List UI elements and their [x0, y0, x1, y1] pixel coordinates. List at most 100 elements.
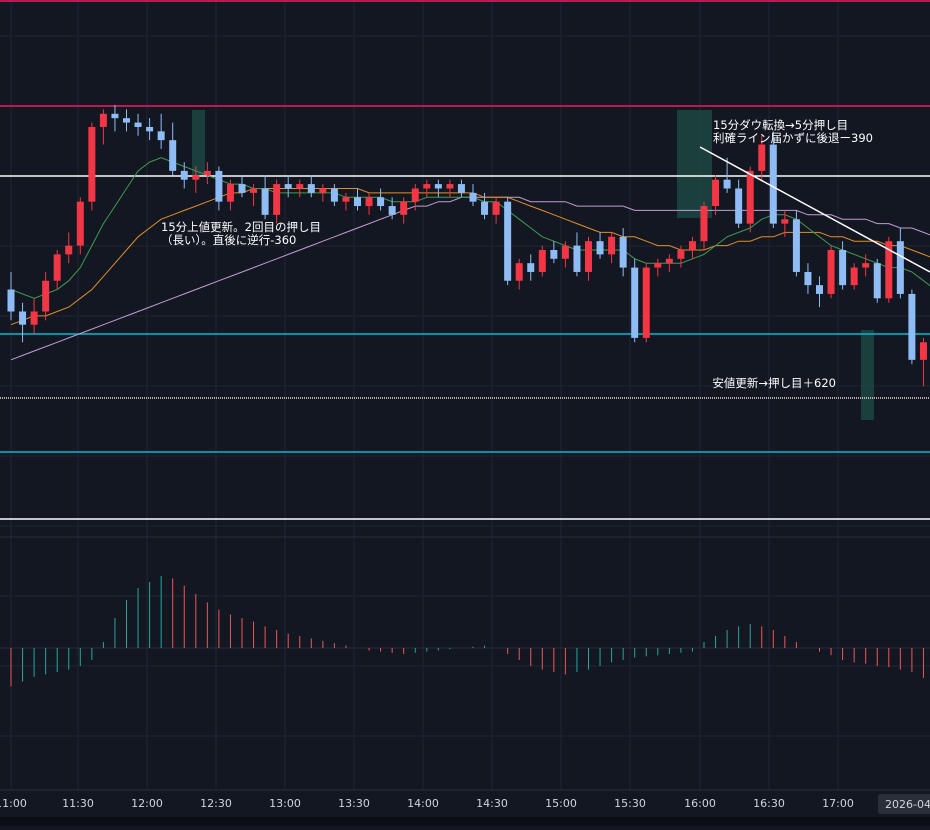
candle-body — [377, 197, 384, 206]
candle-body — [839, 250, 846, 285]
candle-body — [643, 268, 650, 338]
candle-body — [31, 312, 38, 325]
candle-body — [446, 184, 453, 188]
candle-body — [481, 202, 488, 215]
candle-body — [354, 197, 361, 206]
candle-body — [620, 237, 627, 268]
candle-body — [493, 202, 500, 215]
highlight-box — [861, 330, 874, 420]
candle-body — [851, 268, 858, 286]
highlight-box — [192, 110, 205, 176]
candle-body — [412, 188, 419, 201]
annotation-text: 15分上値更新。2回目の押し目 — [161, 220, 321, 234]
annotation-text: 利確ライン届かずに後退ー390 — [713, 131, 873, 145]
candle-body — [735, 188, 742, 223]
candle-body — [781, 219, 788, 223]
x-tick-label: 12:30 — [200, 797, 232, 810]
candle-body — [516, 263, 523, 281]
candle-body — [666, 259, 673, 263]
candle-body — [204, 171, 211, 175]
x-tick-label: 14:30 — [476, 797, 508, 810]
x-tick-label: 13:30 — [338, 797, 370, 810]
candle-body — [712, 180, 719, 206]
candle-body — [389, 206, 396, 215]
x-tick-label: 15:30 — [614, 797, 646, 810]
candle-body — [88, 127, 95, 202]
candle-body — [100, 114, 107, 127]
candle-body — [227, 184, 234, 202]
candle-body — [874, 263, 881, 298]
candle-body — [423, 184, 430, 188]
candle-body — [239, 184, 246, 193]
candle-body — [550, 250, 557, 259]
candle — [770, 131, 777, 228]
candle-body — [400, 202, 407, 215]
candle-body — [342, 197, 349, 201]
candle-body — [123, 118, 130, 122]
candle-body — [435, 184, 442, 188]
candle-body — [169, 140, 176, 171]
candle-body — [273, 184, 280, 215]
candle-body — [319, 188, 326, 192]
candle-body — [54, 254, 61, 280]
candle-body — [573, 246, 580, 272]
candle-body — [285, 184, 292, 188]
candle-body — [111, 114, 118, 118]
candle-body — [146, 127, 153, 131]
candle-body — [654, 263, 661, 267]
candle-body — [908, 294, 915, 360]
x-tick-label: 16:30 — [753, 797, 785, 810]
candle-body — [77, 202, 84, 246]
candle-body — [804, 272, 811, 285]
candle-body — [19, 312, 26, 325]
bottom-strip — [0, 817, 930, 826]
candle — [874, 259, 881, 303]
date-label: 2026-04- — [885, 798, 930, 811]
candle-body — [920, 342, 927, 360]
candle-body — [308, 184, 315, 193]
candle — [504, 197, 511, 285]
candle-body — [828, 250, 835, 294]
x-tick-label: 16:00 — [684, 797, 716, 810]
candle-body — [366, 197, 373, 206]
x-tick-label: 12:00 — [131, 797, 163, 810]
x-tick-label: 11:30 — [62, 797, 94, 810]
candle-body — [862, 263, 869, 267]
candle-body — [331, 188, 338, 201]
candle-body — [181, 171, 188, 180]
candle-body — [42, 281, 49, 312]
candle-body — [677, 250, 684, 259]
highlight-box — [677, 110, 712, 218]
candle-body — [770, 145, 777, 224]
candle-body — [262, 188, 269, 214]
candle-body — [504, 202, 511, 281]
candle-body — [758, 145, 765, 171]
candle-body — [296, 184, 303, 188]
candle — [631, 259, 638, 342]
x-tick-label: 15:00 — [545, 797, 577, 810]
x-tick-label: 17:00 — [822, 797, 854, 810]
candle-body — [816, 285, 823, 294]
annotation-text: 安値更新→押し目＋620 — [712, 376, 836, 390]
candle-body — [747, 171, 754, 224]
candle-body — [8, 290, 15, 312]
candle-body — [793, 219, 800, 272]
candle-body — [724, 180, 731, 189]
candle-body — [585, 241, 592, 272]
candle-body — [250, 188, 257, 192]
candle-body — [562, 246, 569, 259]
candle-body — [608, 237, 615, 255]
candle-body — [701, 206, 708, 241]
x-tick-label: 14:00 — [407, 797, 439, 810]
candle-body — [689, 241, 696, 250]
candle-body — [631, 268, 638, 338]
candle — [885, 237, 892, 303]
candle — [908, 290, 915, 365]
candle-body — [539, 250, 546, 272]
candle-body — [470, 193, 477, 202]
x-axis: 11:0011:3012:0012:3013:0013:3014:0014:30… — [0, 790, 930, 826]
candle-body — [597, 241, 604, 254]
candle-body — [897, 241, 904, 294]
